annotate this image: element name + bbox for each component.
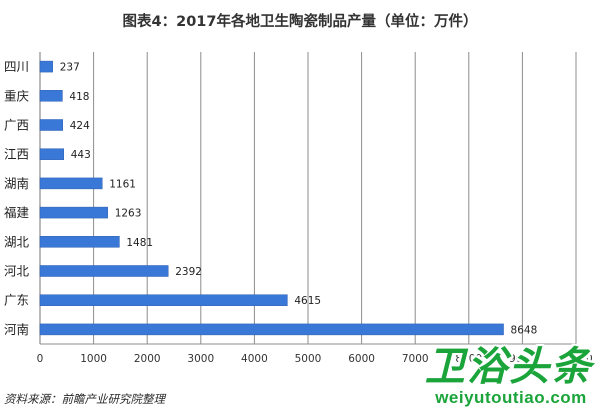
- source-note: 资料来源：前瞻产业研究院整理: [4, 392, 165, 406]
- bar-9: [39, 294, 288, 306]
- chart-title: 图表4：2017年各地卫生陶瓷制品产量（单位：万件）: [122, 14, 478, 30]
- watermark-url: weiyutoutiao.com: [435, 388, 587, 407]
- category-label-8: 河北: [4, 264, 30, 279]
- bar-value-label-2: 418: [69, 91, 89, 103]
- bar-value-label-3: 424: [70, 120, 90, 132]
- category-label-4: 江西: [4, 147, 29, 162]
- category-label-5: 湖南: [4, 176, 29, 191]
- x-tick-label-2000: 2000: [134, 353, 161, 365]
- bars: [39, 60, 504, 336]
- watermark-logo: 卫浴头条 weiyutoutiao.com: [418, 334, 600, 418]
- x-tick-label-8000: 8000: [455, 353, 482, 365]
- bar-7: [39, 236, 120, 248]
- x-tick-label-10000: 10000: [559, 353, 592, 365]
- x-tick-label-5000: 5000: [295, 353, 322, 365]
- x-tick-label-1000: 1000: [80, 353, 107, 365]
- category-label-6: 福建: [4, 205, 30, 220]
- x-tick-label-0: 0: [37, 353, 44, 365]
- bar-8: [39, 265, 169, 277]
- bar-value-label-5: 1161: [109, 178, 136, 190]
- bar-10: [39, 323, 504, 336]
- x-tick-labels: 0 1000 2000 3000 4000 5000 6000 7000 8000 9000 100…: [37, 353, 593, 365]
- bar-value-label-4: 443: [71, 149, 91, 161]
- bar-value-label-9: 4615: [294, 295, 321, 307]
- x-tick-label-7000: 7000: [402, 353, 429, 365]
- bar-1: [39, 60, 53, 73]
- bar-5: [39, 177, 103, 190]
- bar-value-label-1: 237: [60, 62, 80, 74]
- x-tick-label-6000: 6000: [348, 353, 375, 365]
- bar-2: [39, 90, 63, 102]
- x-tick-label-3000: 3000: [187, 353, 214, 365]
- bar-6: [39, 206, 108, 219]
- x-tick-label-4000: 4000: [241, 353, 268, 365]
- bar-labels: 237 418 424 443 1161 1263 1481 2392 4615 8648: [60, 62, 538, 337]
- bar-value-label-7: 1481: [126, 237, 153, 249]
- bar-4: [39, 148, 64, 160]
- category-label-7: 湖北: [4, 234, 30, 249]
- category-label-9: 广东: [4, 293, 29, 308]
- bar-value-label-6: 1263: [115, 208, 142, 220]
- category-label-1: 四川: [4, 59, 29, 74]
- category-label-3: 广西: [4, 118, 29, 133]
- watermark-brand: 卫浴头条: [425, 344, 593, 390]
- bar-value-label-10: 8648: [511, 324, 538, 336]
- bar-value-label-8: 2392: [175, 266, 202, 278]
- category-label-2: 重庆: [4, 88, 30, 103]
- category-label-10: 河南: [4, 322, 29, 337]
- x-tick-label-9000: 9000: [509, 353, 536, 365]
- bar-3: [39, 119, 63, 131]
